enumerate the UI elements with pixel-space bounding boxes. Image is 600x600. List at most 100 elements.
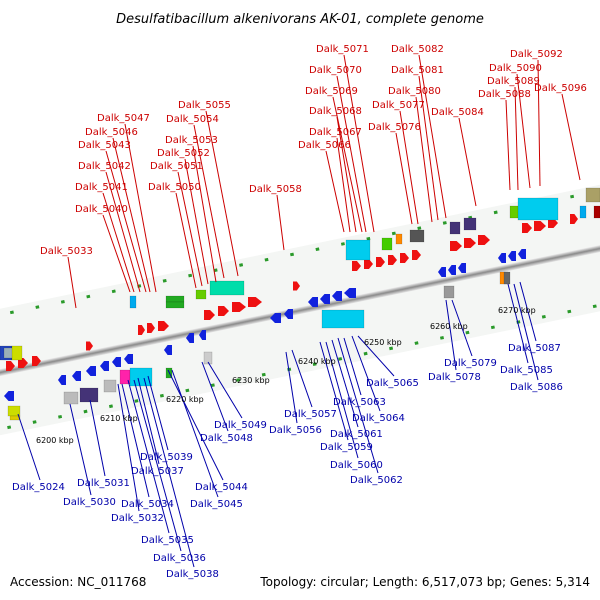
lower-tick-mark <box>567 309 572 314</box>
reverse-gene-arrow <box>112 357 121 367</box>
forward-gene-block <box>579 205 587 219</box>
forward-gene-leader <box>105 171 141 293</box>
forward-gene-leader <box>336 116 357 233</box>
forward-gene-label: Dalk_5058 <box>249 184 302 195</box>
forward-gene-arrow <box>548 218 558 228</box>
forward-gene-label: Dalk_5054 <box>166 114 219 125</box>
forward-gene-arrow <box>534 221 546 231</box>
forward-gene-block <box>395 233 403 245</box>
reverse-gene-label: Dalk_5087 <box>508 343 561 354</box>
forward-gene-leader <box>561 93 581 181</box>
forward-gene-leader <box>205 110 239 277</box>
forward-gene-leader <box>505 99 511 191</box>
lower-tick-mark <box>465 330 470 335</box>
upper-tick-mark <box>9 310 14 315</box>
lower-tick-mark <box>236 378 241 382</box>
forward-gene-arrow <box>293 281 300 291</box>
forward-gene-label: Dalk_5071 <box>316 44 369 55</box>
forward-gene-label: Dalk_5082 <box>391 44 444 55</box>
forward-gene-block <box>165 301 185 309</box>
reverse-gene-leader <box>357 335 395 377</box>
reverse-gene-label: Dalk_5024 <box>12 482 65 493</box>
forward-gene-leader <box>276 194 285 251</box>
forward-gene-block <box>463 217 477 231</box>
reverse-gene-block <box>321 309 365 329</box>
reverse-gene-arrow <box>344 288 356 298</box>
reverse-gene-label: Dalk_5034 <box>121 499 174 510</box>
forward-gene-block <box>409 229 425 243</box>
forward-gene-label: Dalk_5052 <box>157 148 210 159</box>
reverse-gene-label: Dalk_5030 <box>63 497 116 508</box>
reverse-gene-leader <box>507 283 529 364</box>
reverse-gene-arrow <box>4 391 14 401</box>
forward-gene-label: Dalk_5070 <box>309 65 362 76</box>
forward-gene-arrow <box>147 323 155 333</box>
reverse-gene-arrow <box>100 361 109 371</box>
forward-gene-leader <box>325 150 345 233</box>
forward-gene-leader <box>193 124 225 279</box>
reverse-gene-arrow <box>186 333 194 343</box>
upper-tick-mark <box>442 221 447 225</box>
forward-gene-arrow <box>6 361 15 371</box>
reverse-gene-block <box>9 415 21 421</box>
gene-glyphs <box>0 187 600 421</box>
scale-label: 6220 kbp <box>166 395 204 404</box>
upper-tick-mark <box>366 236 371 241</box>
forward-gene-leader <box>418 75 439 221</box>
lower-tick-mark <box>338 357 343 361</box>
forward-gene-arrow <box>364 259 373 269</box>
reverse-gene-arrow <box>332 291 342 301</box>
forward-gene-label: Dalk_5089 <box>487 76 540 87</box>
upper-tick-mark <box>417 226 422 230</box>
forward-gene-leader <box>336 75 367 233</box>
forward-gene-label: Dalk_5077 <box>372 100 425 111</box>
forward-gene-block <box>345 239 371 261</box>
upper-tick-mark <box>239 263 244 267</box>
lower-tick-mark <box>363 351 368 356</box>
lower-tick-mark <box>134 399 139 403</box>
forward-gene-leader <box>184 158 209 285</box>
reverse-gene-label: Dalk_5036 <box>153 553 206 564</box>
forward-gene-arrow <box>32 356 41 366</box>
reverse-gene-label: Dalk_5061 <box>330 429 383 440</box>
upper-tick-mark <box>264 257 269 262</box>
forward-gene-arrow <box>450 241 462 251</box>
forward-gene-leader <box>343 54 375 233</box>
upper-tick-mark <box>162 278 167 283</box>
label-leader-lines <box>17 54 581 568</box>
map-title: Desulfatibacillum alkenivorans AK-01, co… <box>116 12 484 27</box>
lower-tick-mark <box>185 388 190 393</box>
lower-tick-mark <box>414 341 419 345</box>
reverse-gene-leader <box>127 379 170 534</box>
forward-gene-arrow <box>86 341 93 351</box>
reverse-gene-label: Dalk_5057 <box>284 409 337 420</box>
scale-label: 6250 kbp <box>364 338 402 347</box>
reverse-gene-leader <box>167 369 224 481</box>
reverse-gene-arrow <box>284 309 293 319</box>
reverse-gene-leader <box>325 341 359 459</box>
reverse-gene-arrow <box>199 330 206 340</box>
reverse-gene-arrow <box>164 345 172 355</box>
forward-gene-block <box>381 237 393 251</box>
forward-gene-arrow <box>158 321 169 331</box>
forward-gene-block <box>11 345 23 361</box>
forward-gene-arrow <box>570 214 578 224</box>
reverse-gene-leader <box>207 361 243 419</box>
reverse-gene-label: Dalk_5048 <box>200 433 253 444</box>
forward-gene-leader <box>332 96 363 233</box>
forward-gene-leader <box>192 145 217 283</box>
reverse-gene-leader <box>137 377 160 465</box>
reverse-gene-arrow <box>124 354 133 364</box>
forward-gene-label: Dalk_5046 <box>85 127 138 138</box>
reverse-gene-leader <box>69 403 92 496</box>
reverse-gene-leader <box>89 399 106 477</box>
forward-gene-block <box>449 221 461 235</box>
reverse-gene-label: Dalk_5049 <box>214 420 267 431</box>
reverse-gene-label: Dalk_5064 <box>352 413 405 424</box>
forward-gene-arrow <box>376 257 385 267</box>
forward-gene-arrow <box>400 253 409 263</box>
reverse-gene-leader <box>143 377 195 568</box>
reverse-gene-leader <box>337 337 379 474</box>
gene-labels: Dalk_5033 Dalk_5040 Dalk_5041 Dalk_5042 Dalk… <box>12 44 587 580</box>
forward-gene-leader <box>102 192 135 293</box>
